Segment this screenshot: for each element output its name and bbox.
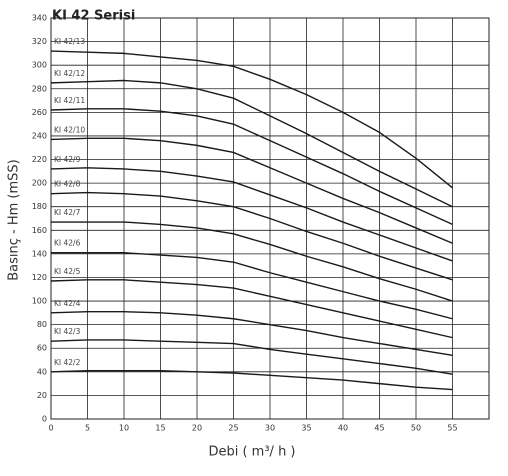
x-axis-label: Debi ( m³/ h ) xyxy=(208,445,295,460)
curve xyxy=(51,221,453,302)
x-tick-label: 35 xyxy=(301,424,311,433)
curve xyxy=(51,252,453,320)
y-tick-label: 160 xyxy=(32,226,47,235)
curve xyxy=(50,191,453,281)
curve xyxy=(50,50,453,189)
x-tick-label: 55 xyxy=(447,424,457,433)
y-tick-label: 0 xyxy=(42,415,47,424)
x-tick-label: 20 xyxy=(192,424,202,433)
y-tick-label: 80 xyxy=(37,320,47,329)
series-label: KI 42/4 xyxy=(54,299,81,308)
x-tick-label: 50 xyxy=(411,424,421,433)
chart-title: KI 42 Serisi xyxy=(52,9,135,24)
x-tick-label: 10 xyxy=(119,424,129,433)
curve xyxy=(50,369,453,391)
curve xyxy=(50,79,453,208)
series-label: KI 42/10 xyxy=(54,125,85,134)
series-label: KI 42/12 xyxy=(54,69,85,78)
y-tick-label: 340 xyxy=(32,14,47,23)
y-tick-label: 220 xyxy=(32,155,47,164)
y-tick-label: 320 xyxy=(32,37,47,46)
y-tick-label: 300 xyxy=(32,61,47,70)
y-tick-label: 140 xyxy=(32,249,47,258)
x-tick-label: 30 xyxy=(265,424,275,433)
series-label: KI 42/7 xyxy=(54,208,81,217)
y-tick-label: 20 xyxy=(37,391,47,400)
series-label: KI 42/8 xyxy=(54,180,81,189)
curve xyxy=(50,339,453,375)
curve xyxy=(50,108,453,226)
curve xyxy=(50,279,453,339)
series-label: KI 42/6 xyxy=(54,239,81,248)
y-tick-label: 200 xyxy=(32,179,47,188)
x-tick-label: 5 xyxy=(85,424,90,433)
series-label: KI 42/11 xyxy=(54,96,85,105)
x-tick-label: 45 xyxy=(374,424,384,433)
series-label: KI 42/9 xyxy=(54,155,81,164)
x-tick-label: 40 xyxy=(338,424,348,433)
series-label: KI 42/5 xyxy=(54,267,81,276)
y-tick-label: 180 xyxy=(32,202,47,211)
y-tick-label: 280 xyxy=(32,84,47,93)
y-tick-label: 120 xyxy=(32,273,47,282)
y-tick-label: 40 xyxy=(37,367,47,376)
curve xyxy=(50,310,453,357)
y-tick-label: 240 xyxy=(32,131,47,140)
series-label: KI 42/2 xyxy=(54,358,81,367)
y-axis-label: Basınç - Hm (mSS) xyxy=(7,159,22,281)
x-tick-label: 25 xyxy=(228,424,238,433)
y-tick-label: 100 xyxy=(32,297,47,306)
y-tick-label: 260 xyxy=(32,108,47,117)
x-tick-label: 15 xyxy=(155,424,165,433)
curve xyxy=(50,167,453,262)
y-tick-label: 60 xyxy=(37,344,47,353)
series-label: KI 42/13 xyxy=(54,37,85,46)
series-label: KI 42/3 xyxy=(54,327,81,336)
curve xyxy=(50,137,453,244)
x-tick-label: 0 xyxy=(48,424,53,433)
